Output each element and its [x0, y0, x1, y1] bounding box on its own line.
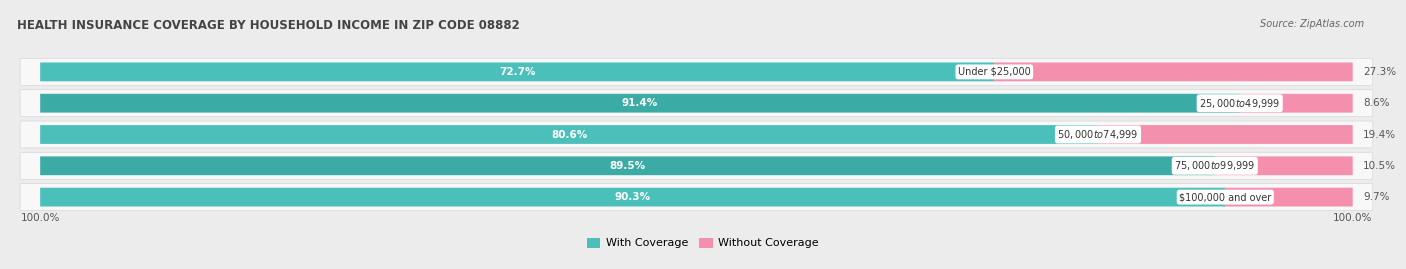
FancyBboxPatch shape — [20, 90, 1372, 117]
Text: 100.0%: 100.0% — [1333, 213, 1372, 223]
Text: 27.3%: 27.3% — [1362, 67, 1396, 77]
Text: Source: ZipAtlas.com: Source: ZipAtlas.com — [1260, 19, 1364, 29]
FancyBboxPatch shape — [41, 62, 994, 81]
Text: Under $25,000: Under $25,000 — [957, 67, 1031, 77]
FancyBboxPatch shape — [1225, 188, 1353, 207]
Text: 9.7%: 9.7% — [1362, 192, 1389, 202]
FancyBboxPatch shape — [20, 152, 1372, 179]
Legend: With Coverage, Without Coverage: With Coverage, Without Coverage — [582, 233, 824, 253]
FancyBboxPatch shape — [1215, 156, 1353, 175]
FancyBboxPatch shape — [1240, 94, 1353, 113]
Text: $50,000 to $74,999: $50,000 to $74,999 — [1057, 128, 1139, 141]
FancyBboxPatch shape — [20, 58, 1372, 85]
Text: 72.7%: 72.7% — [499, 67, 536, 77]
Text: 19.4%: 19.4% — [1362, 129, 1396, 140]
FancyBboxPatch shape — [20, 184, 1372, 211]
Text: 90.3%: 90.3% — [614, 192, 651, 202]
FancyBboxPatch shape — [41, 188, 1226, 207]
FancyBboxPatch shape — [41, 94, 1240, 113]
Text: 91.4%: 91.4% — [621, 98, 658, 108]
Text: HEALTH INSURANCE COVERAGE BY HOUSEHOLD INCOME IN ZIP CODE 08882: HEALTH INSURANCE COVERAGE BY HOUSEHOLD I… — [17, 19, 520, 32]
FancyBboxPatch shape — [20, 121, 1372, 148]
Text: $25,000 to $49,999: $25,000 to $49,999 — [1199, 97, 1281, 110]
Text: 10.5%: 10.5% — [1362, 161, 1396, 171]
FancyBboxPatch shape — [41, 156, 1215, 175]
Text: 100.0%: 100.0% — [21, 213, 60, 223]
Text: $75,000 to $99,999: $75,000 to $99,999 — [1174, 159, 1256, 172]
Text: 89.5%: 89.5% — [609, 161, 645, 171]
Text: 80.6%: 80.6% — [551, 129, 588, 140]
Text: 8.6%: 8.6% — [1362, 98, 1389, 108]
FancyBboxPatch shape — [994, 62, 1353, 81]
FancyBboxPatch shape — [41, 125, 1098, 144]
FancyBboxPatch shape — [1098, 125, 1353, 144]
Text: $100,000 and over: $100,000 and over — [1180, 192, 1271, 202]
